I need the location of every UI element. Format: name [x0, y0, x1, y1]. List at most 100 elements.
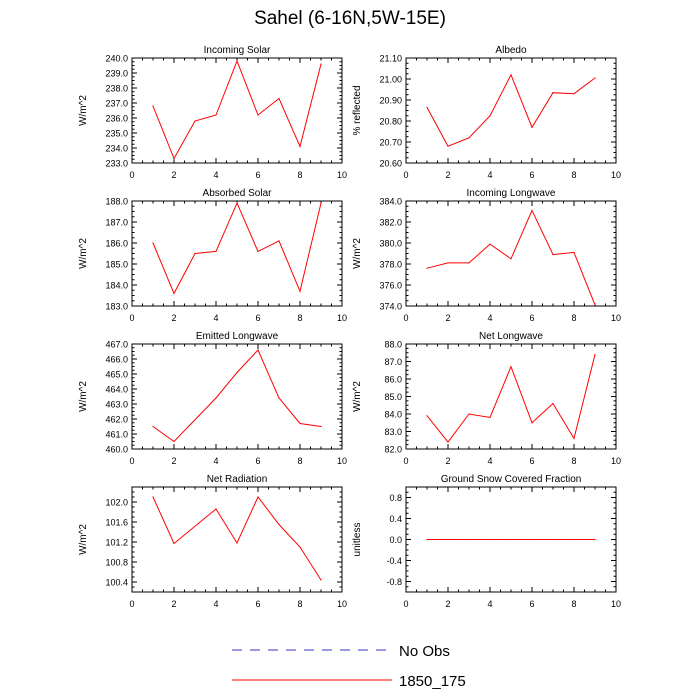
x-tick-label: 8	[571, 170, 576, 180]
y-tick-label: 20.70	[379, 138, 402, 148]
y-tick-label: 84.0	[384, 410, 402, 420]
y-tick-label: 101.6	[105, 518, 128, 528]
y-tick-label: 382.0	[379, 218, 402, 228]
data-point	[320, 63, 322, 65]
y-tick-label: 237.0	[105, 99, 128, 109]
data-point	[152, 425, 154, 428]
plot-frame	[131, 486, 343, 593]
data-point	[194, 252, 196, 255]
series-line	[426, 73, 596, 147]
chart-panel-3: Absorbed Solar W/m^2 0 2 4 6 8 10 183.0 184.0 185.…	[78, 188, 347, 323]
data-point	[447, 441, 449, 443]
data-point	[489, 115, 491, 117]
y-tick-label: 20.60	[379, 159, 402, 169]
y-tick-label: 464.0	[105, 385, 128, 395]
y-tick-label: 183.0	[105, 302, 128, 312]
data-point	[173, 157, 175, 160]
x-tick-label: 4	[487, 170, 492, 180]
y-tick-label: 466.0	[105, 355, 128, 365]
y-tick-label: 0.4	[389, 514, 402, 524]
data-point	[552, 402, 554, 405]
x-tick-label: 4	[213, 170, 218, 180]
x-tick-label: 10	[337, 313, 347, 323]
y-axis-label: unitless	[352, 523, 363, 557]
y-tick-label: 83.0	[384, 427, 402, 437]
series-line	[152, 201, 322, 295]
panel-title: Incoming Solar	[204, 45, 271, 56]
y-tick-label: 384.0	[379, 197, 402, 207]
data-point	[552, 92, 554, 94]
data-point	[447, 538, 449, 541]
data-point	[573, 251, 575, 254]
y-tick-label: 467.0	[105, 340, 128, 350]
data-point	[594, 353, 596, 356]
data-point	[299, 290, 301, 292]
data-point	[489, 416, 491, 419]
data-point	[510, 74, 512, 76]
x-tick-label: 10	[611, 313, 621, 323]
x-tick-label: 8	[297, 456, 302, 466]
data-point	[257, 496, 259, 498]
data-point	[257, 250, 259, 252]
y-tick-label: 100.4	[105, 578, 128, 588]
series-line	[152, 59, 322, 160]
data-point	[320, 579, 322, 581]
data-point	[173, 292, 175, 294]
data-point	[215, 397, 217, 399]
y-tick-label: 86.0	[384, 375, 402, 385]
data-point	[299, 422, 301, 425]
data-point	[278, 240, 280, 242]
x-tick-label: 10	[611, 456, 621, 466]
data-point	[489, 538, 491, 541]
y-tick-label: 240.0	[105, 54, 128, 64]
chart-panel-7: Net Radiation W/m^2 0 2 4 6 8 10 100.4 100.8 101.2…	[78, 474, 347, 609]
data-point	[573, 538, 575, 541]
y-tick-label: 185.0	[105, 260, 128, 270]
data-point	[152, 242, 154, 244]
data-point	[236, 542, 238, 544]
data-point	[299, 546, 301, 548]
x-tick-label: 8	[297, 313, 302, 323]
y-tick-label: 188.0	[105, 197, 128, 207]
x-tick-label: 10	[611, 599, 621, 609]
data-point	[173, 440, 175, 443]
y-tick-label: 21.00	[379, 75, 402, 85]
data-point	[426, 538, 428, 541]
y-tick-label: 88.0	[384, 340, 402, 350]
x-tick-label: 6	[255, 313, 260, 323]
panel-title: Net Longwave	[479, 331, 543, 342]
data-point	[299, 145, 301, 148]
chart-panel-8: Ground Snow Covered Fraction unitless 0 2 4 6…	[352, 474, 621, 609]
y-axis-label: W/m^2	[78, 238, 89, 269]
x-tick-label: 0	[403, 599, 408, 609]
y-axis-label: W/m^2	[78, 381, 89, 412]
x-tick-label: 0	[129, 313, 134, 323]
x-tick-label: 2	[171, 313, 176, 323]
y-tick-label: 376.0	[379, 281, 402, 291]
y-tick-label: 85.0	[384, 392, 402, 402]
chart-panel-4: Incoming Longwave W/m^2 0 2 4 6 8 10 374.0 376.0 3…	[352, 188, 621, 323]
data-point	[510, 258, 512, 260]
data-point	[426, 415, 428, 417]
panel-title: Albedo	[495, 45, 527, 56]
y-tick-label: 87.0	[384, 357, 402, 367]
y-tick-label: 460.0	[105, 445, 128, 455]
data-point	[594, 77, 596, 79]
data-point	[215, 250, 217, 252]
y-tick-label: 233.0	[105, 159, 128, 169]
data-point	[278, 523, 280, 526]
y-tick-label: 187.0	[105, 218, 128, 228]
panel-title: Emitted Longwave	[196, 331, 279, 342]
figure-title: Sahel (6-16N,5W-15E)	[254, 8, 446, 29]
data-point	[510, 366, 512, 368]
data-point	[468, 413, 470, 415]
data-point	[531, 209, 533, 212]
data-point	[447, 145, 449, 147]
y-tick-label: 20.90	[379, 96, 402, 106]
x-tick-label: 0	[129, 170, 134, 180]
y-tick-label: 239.0	[105, 69, 128, 79]
y-tick-label: 102.0	[105, 498, 128, 508]
x-tick-label: 4	[487, 456, 492, 466]
panel-title: Absorbed Solar	[203, 188, 273, 199]
x-tick-label: 8	[571, 599, 576, 609]
